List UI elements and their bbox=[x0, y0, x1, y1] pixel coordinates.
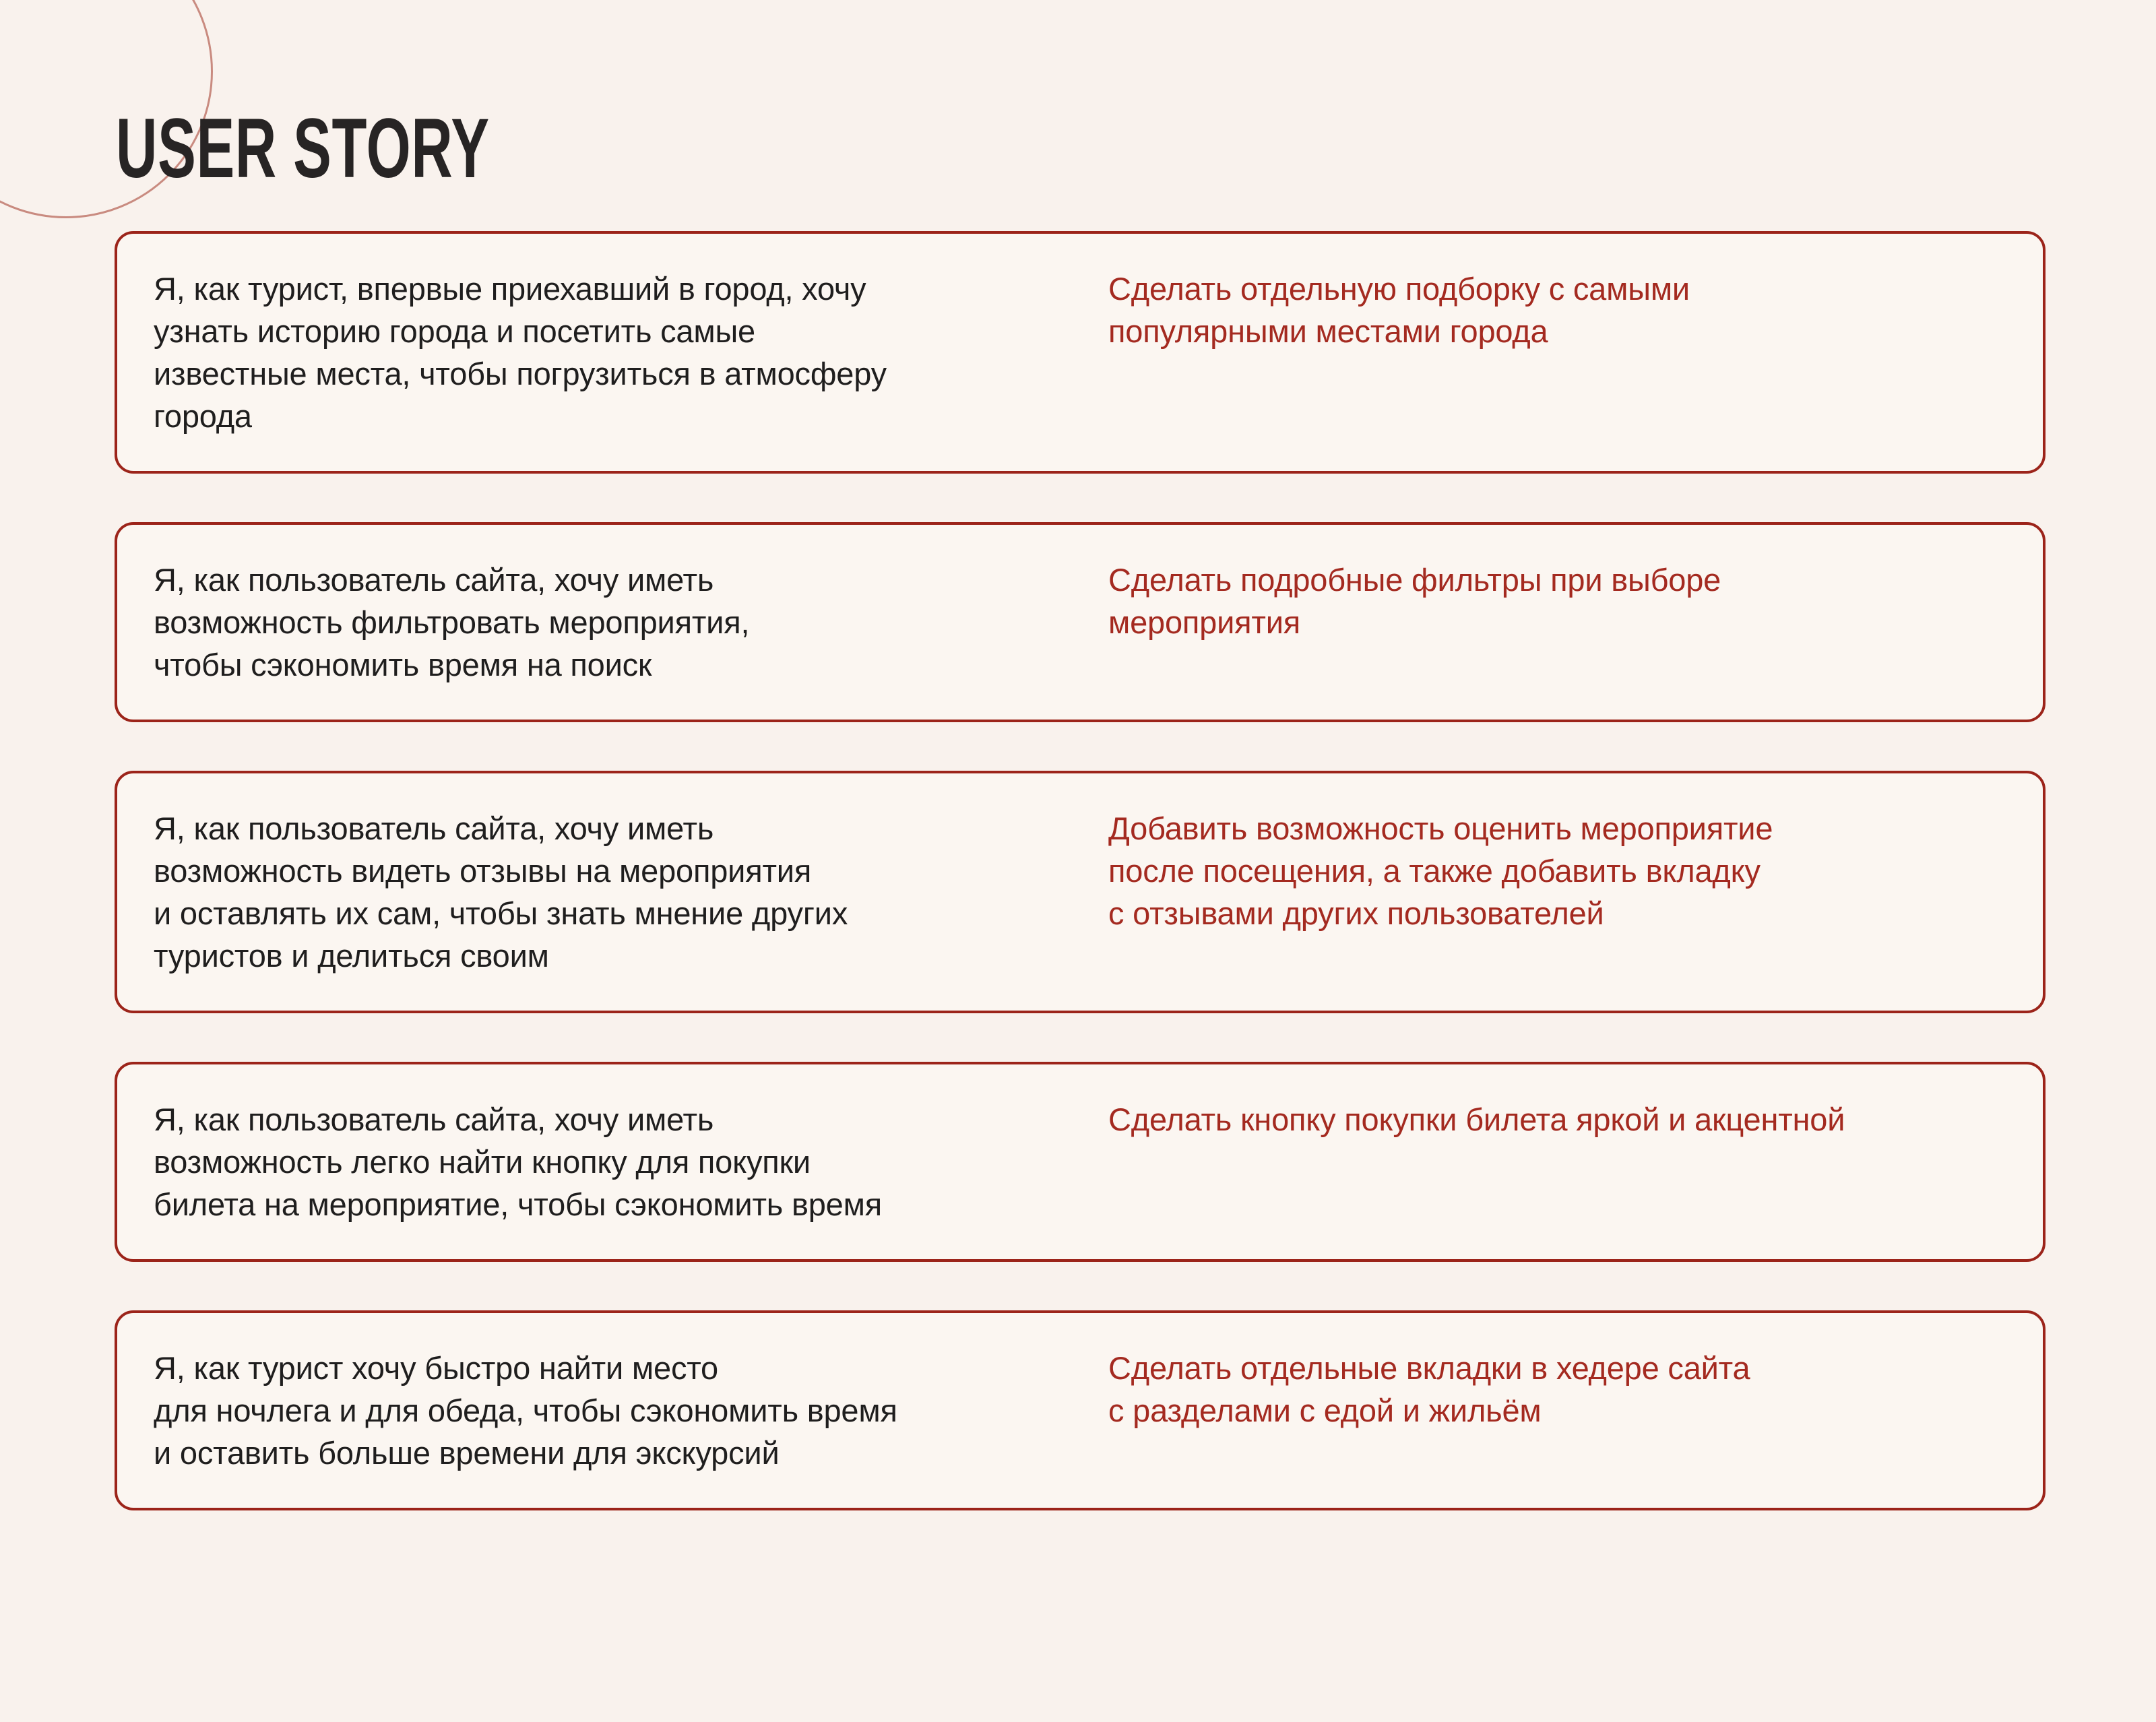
story-text: Я, как турист, впервые приехавший в горо… bbox=[154, 271, 887, 434]
story-text: Я, как пользователь сайта, хочу иметь во… bbox=[154, 562, 750, 682]
action-text: Сделать отдельные вкладки в хедере сайта… bbox=[1108, 1350, 1750, 1428]
action-text: Сделать подробные фильтры при выборе мер… bbox=[1108, 562, 1721, 640]
action-text: Сделать кнопку покупки билета яркой и ак… bbox=[1108, 1102, 1845, 1137]
user-story-card-2: Я, как пользователь сайта, хочу иметь во… bbox=[115, 522, 2046, 722]
story-text: Я, как турист хочу быстро найти место дл… bbox=[154, 1350, 897, 1471]
story-text: Я, как пользователь сайта, хочу иметь во… bbox=[154, 810, 848, 974]
user-story-card-3: Я, как пользователь сайта, хочу иметь во… bbox=[115, 771, 2046, 1013]
content-area: USER STORY Я, как турист, впервые приеха… bbox=[115, 106, 2046, 1510]
page-title: USER STORY bbox=[116, 102, 490, 195]
user-story-card-1: Я, как турист, впервые приехавший в горо… bbox=[115, 231, 2046, 474]
user-story-card-5: Я, как турист хочу быстро найти место дл… bbox=[115, 1310, 2046, 1510]
action-text: Сделать отдельную подборку с самыми попу… bbox=[1108, 271, 1690, 349]
story-text: Я, как пользователь сайта, хочу иметь во… bbox=[154, 1102, 882, 1222]
action-text: Добавить возможность оценить мероприятие… bbox=[1108, 810, 1773, 931]
user-story-card-4: Я, как пользователь сайта, хочу иметь во… bbox=[115, 1062, 2046, 1262]
